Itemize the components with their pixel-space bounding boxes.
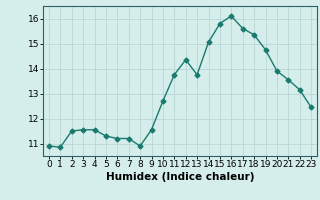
X-axis label: Humidex (Indice chaleur): Humidex (Indice chaleur) <box>106 172 254 182</box>
